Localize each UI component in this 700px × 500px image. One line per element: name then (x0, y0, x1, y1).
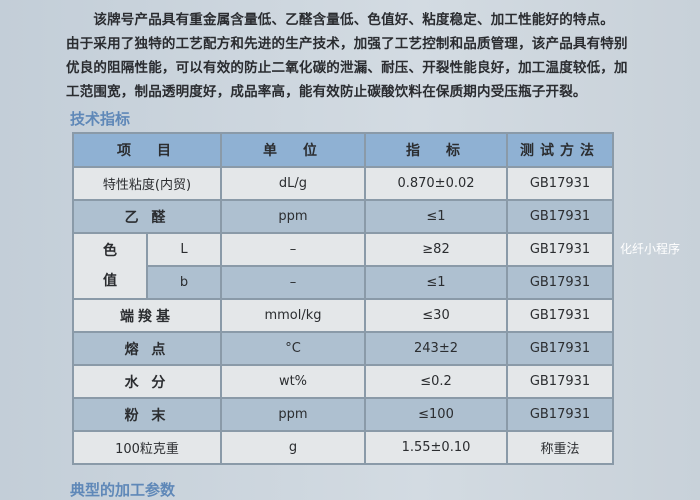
cell-spec: ≥82 (364, 232, 508, 267)
cell-unit: mmol/kg (220, 298, 366, 333)
cell-item: 水 分 (72, 364, 222, 399)
cell-unit: ppm (220, 199, 366, 234)
table-row: 特性粘度(内贸) dL/g 0.870±0.02 GB17931 (72, 166, 614, 201)
cell-item: 色值 (72, 232, 148, 300)
cell-method: GB17931 (506, 364, 614, 399)
cell-unit: ppm (220, 397, 366, 432)
cell-unit: °C (220, 331, 366, 366)
cell-item: 100粒克重 (72, 430, 222, 465)
cell-subitem: b (146, 265, 222, 300)
cell-spec: ≤0.2 (364, 364, 508, 399)
table-row: 熔 点 °C 243±2 GB17931 (72, 331, 614, 366)
table-header: 项 目 单 位 指 标 测试方法 (72, 132, 614, 168)
header-method: 测试方法 (506, 132, 614, 168)
paragraph-line: 该牌号产品具有重金属含量低、乙醛含量低、色值好、粘度稳定、加工性能好的特点。 (66, 12, 614, 28)
paragraph-line: 由于采用了独特的工艺配方和先进的生产技术，加强了工艺控制和品质管理，该产品具有特… (66, 36, 628, 52)
cell-method: GB17931 (506, 298, 614, 333)
cell-item: 端羧基 (72, 298, 222, 333)
description-paragraph: 该牌号产品具有重金属含量低、乙醛含量低、色值好、粘度稳定、加工性能好的特点。 由… (66, 8, 696, 104)
cell-unit: – (220, 265, 366, 300)
cell-unit: – (220, 232, 366, 267)
table-row: b – ≤1 GB17931 (73, 265, 614, 300)
cell-item: 特性粘度(内贸) (72, 166, 222, 201)
paragraph-line: 工范围宽，制品透明度好，成品率高，能有效防止碳酸饮料在保质期内受压瓶子开裂。 (66, 84, 587, 100)
color-value-label: 色值 (103, 243, 117, 289)
table-row: 色值 L – ≥82 GB17931 (72, 232, 614, 300)
table-row: 水 分 wt% ≤0.2 GB17931 (72, 364, 614, 399)
cell-method: GB17931 (506, 166, 614, 201)
cell-spec: 1.55±0.10 (364, 430, 508, 465)
section-title: 技术指标 (70, 110, 131, 128)
table-row: 端羧基 mmol/kg ≤30 GB17931 (72, 298, 614, 333)
cell-method: GB17931 (506, 265, 614, 300)
cell-method: GB17931 (506, 331, 614, 366)
cell-method: GB17931 (506, 232, 614, 267)
watermark: 化纤小程序 (620, 242, 681, 256)
table-row: 100粒克重 g 1.55±0.10 称重法 (72, 430, 614, 465)
spec-table: 项 目 单 位 指 标 测试方法 特性粘度(内贸) dL/g 0.870±0.0… (72, 132, 614, 465)
cell-method: GB17931 (506, 397, 614, 432)
header-item: 项 目 (72, 132, 222, 168)
cell-unit: dL/g (220, 166, 366, 201)
header-unit: 单 位 (220, 132, 366, 168)
table-row: 粉 末 ppm ≤100 GB17931 (72, 397, 614, 432)
cell-item: 粉 末 (72, 397, 222, 432)
paragraph-line: 优良的阻隔性能，可以有效的防止二氧化碳的泄漏、耐压、开裂性能良好，加工温度较低，… (66, 60, 628, 76)
cell-unit: wt% (220, 364, 366, 399)
cell-spec: ≤30 (364, 298, 508, 333)
cell-subitem: L (146, 232, 222, 267)
cell-item: 熔 点 (72, 331, 222, 366)
cell-spec: ≤1 (364, 199, 508, 234)
cell-spec: ≤100 (364, 397, 508, 432)
next-section-title: 典型的加工参数 (70, 481, 176, 499)
cell-method: 称重法 (506, 430, 614, 465)
cell-method: GB17931 (506, 199, 614, 234)
cell-item: 乙 醛 (72, 199, 222, 234)
cell-spec: 0.870±0.02 (364, 166, 508, 201)
cell-unit: g (220, 430, 366, 465)
cell-spec: ≤1 (364, 265, 508, 300)
table-row: 乙 醛 ppm ≤1 GB17931 (72, 199, 614, 234)
cell-spec: 243±2 (364, 331, 508, 366)
header-spec: 指 标 (364, 132, 508, 168)
